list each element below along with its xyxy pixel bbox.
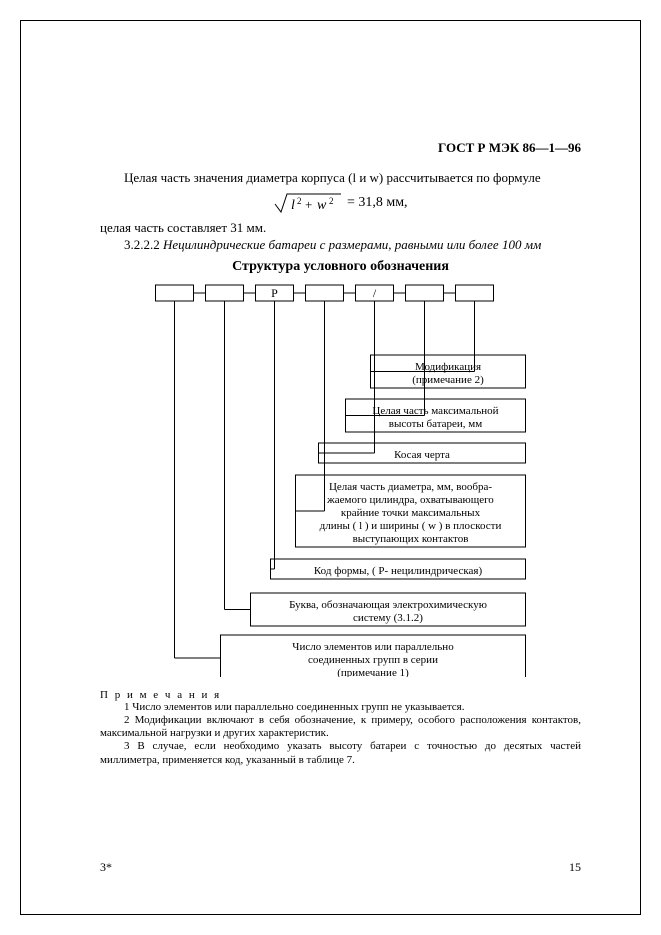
svg-text:w: w bbox=[317, 198, 327, 213]
svg-text:высоты батареи, мм: высоты батареи, мм bbox=[389, 418, 483, 430]
designation-diagram: P/Модификация(примечание 2)Целая часть м… bbox=[100, 277, 581, 677]
svg-text:крайние точки максимальных: крайние точки максимальных bbox=[341, 507, 481, 519]
svg-text:P: P bbox=[271, 286, 278, 300]
section-heading: 3.2.2.2 Нецилиндрические батареи с разме… bbox=[100, 237, 581, 253]
svg-text:Код формы, ( P- нецилиндрическ: Код формы, ( P- нецилиндрическая) bbox=[314, 565, 483, 577]
page-content: ГОСТ Р МЭК 86—1—96 Целая часть значения … bbox=[100, 140, 581, 767]
notes: 1 Число элементов или параллельно соедин… bbox=[100, 701, 581, 767]
note-item: 3 В случае, если необходимо указать высо… bbox=[100, 740, 581, 766]
svg-text:выступающих контактов: выступающих контактов bbox=[353, 533, 469, 545]
svg-text:систему (3.1.2): систему (3.1.2) bbox=[353, 612, 423, 624]
note-item: 2 Модификации включают в себя обозначени… bbox=[100, 714, 581, 740]
svg-text:соединенных групп в серии: соединенных групп в серии bbox=[308, 654, 438, 666]
section-title: Нецилиндрические батареи с размерами, ра… bbox=[160, 237, 542, 252]
figure-title: Структура условного обозначения bbox=[100, 259, 581, 275]
para-2: целая часть составляет 31 мм. bbox=[100, 220, 581, 236]
svg-text:2: 2 bbox=[297, 196, 302, 206]
para-1: Целая часть значения диаметра корпуса (l… bbox=[100, 170, 581, 186]
svg-text:Число элементов или параллельн: Число элементов или параллельно bbox=[292, 641, 454, 653]
signature-mark: 3* bbox=[100, 860, 112, 875]
svg-text:(примечание 1): (примечание 1) bbox=[337, 667, 409, 677]
svg-text:жаемого цилиндра, охватывающег: жаемого цилиндра, охватывающего bbox=[326, 494, 494, 506]
svg-text:Буква, обозначающая электрохим: Буква, обозначающая электрохимическую bbox=[289, 599, 487, 611]
svg-text:l: l bbox=[291, 198, 295, 213]
formula-sqrt: l 2 + w 2 bbox=[273, 195, 347, 210]
svg-text:Целая часть диаметра, мм, вооб: Целая часть диаметра, мм, вообра- bbox=[329, 481, 492, 493]
note-item: 1 Число элементов или параллельно соедин… bbox=[100, 701, 581, 714]
formula: l 2 + w 2 = 31,8 мм, bbox=[100, 192, 581, 214]
svg-text:2: 2 bbox=[329, 196, 334, 206]
page-number: 15 bbox=[569, 860, 581, 875]
svg-text:(примечание 2): (примечание 2) bbox=[412, 374, 484, 386]
formula-rhs: = 31,8 мм, bbox=[347, 195, 408, 210]
svg-text:+: + bbox=[305, 197, 312, 212]
svg-text:Косая черта: Косая черта bbox=[394, 449, 450, 461]
doc-header: ГОСТ Р МЭК 86—1—96 bbox=[100, 140, 581, 156]
section-number: 3.2.2.2 bbox=[124, 237, 160, 252]
notes-heading: П р и м е ч а н и я bbox=[100, 689, 581, 701]
svg-text:длины ( l ) и ширины ( w ) в п: длины ( l ) и ширины ( w ) в плоскости bbox=[320, 520, 502, 532]
